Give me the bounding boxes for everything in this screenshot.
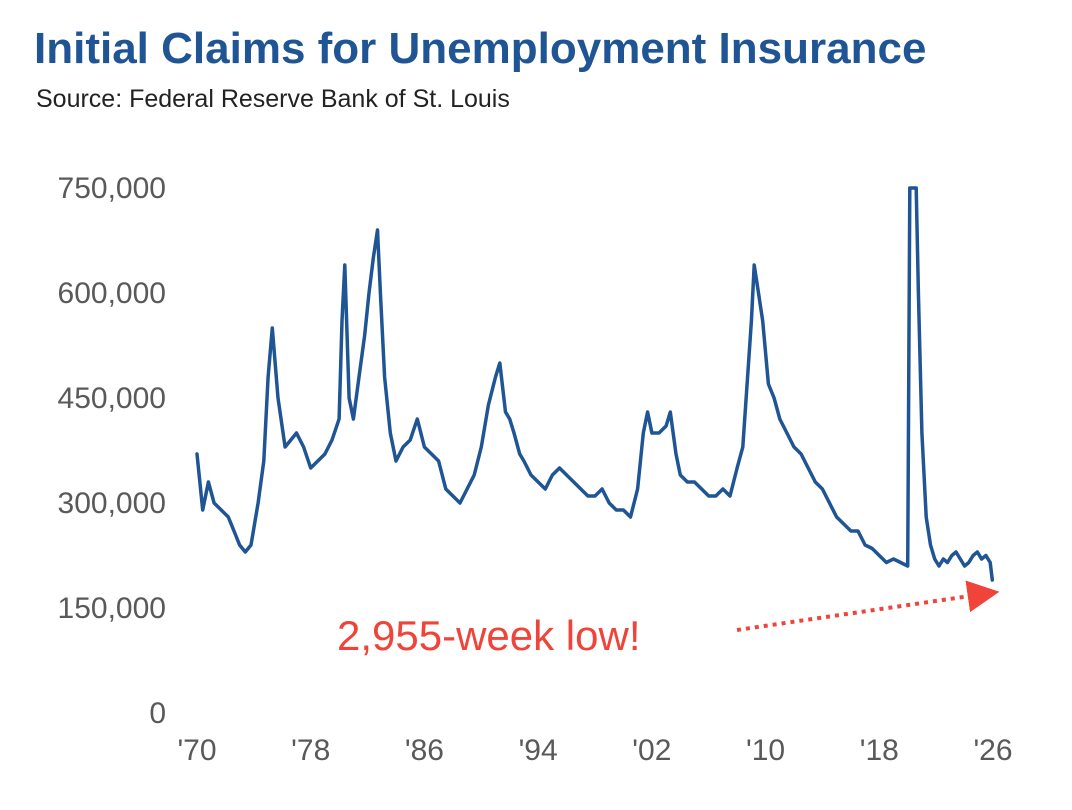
y-tick-label: 300,000 [58, 487, 166, 520]
x-tick-label: '18 [860, 734, 899, 767]
y-tick-label: 450,000 [58, 382, 166, 415]
x-tick-label: '02 [632, 734, 671, 767]
x-tick-label: '70 [177, 734, 216, 767]
y-tick-label: 600,000 [58, 277, 166, 310]
x-tick-label: '10 [746, 734, 785, 767]
plot-area [195, 186, 995, 582]
y-tick-label: 0 [149, 697, 166, 730]
x-tick-label: '86 [405, 734, 444, 767]
y-tick-label: 150,000 [58, 592, 166, 625]
low-annotation-label: 2,955-week low! [337, 612, 641, 659]
y-tick-label: 750,000 [58, 172, 166, 205]
claims-series-line [195, 186, 995, 582]
x-tick-label: '94 [519, 734, 558, 767]
annotation: 2,955-week low! [337, 580, 1000, 659]
low-annotation-arrow [736, 580, 1000, 632]
y-axis: 0 150,000 300,000 450,000 600,000 750,000 [58, 172, 166, 730]
chart-title: Initial Claims for Unemployment Insuranc… [34, 24, 927, 73]
x-axis: '70 '78 '86 '94 '02 '10 '18 '26 [177, 734, 1012, 767]
chart-subtitle: Source: Federal Reserve Bank of St. Loui… [36, 85, 510, 113]
x-tick-label: '26 [973, 734, 1012, 767]
x-tick-label: '78 [291, 734, 330, 767]
